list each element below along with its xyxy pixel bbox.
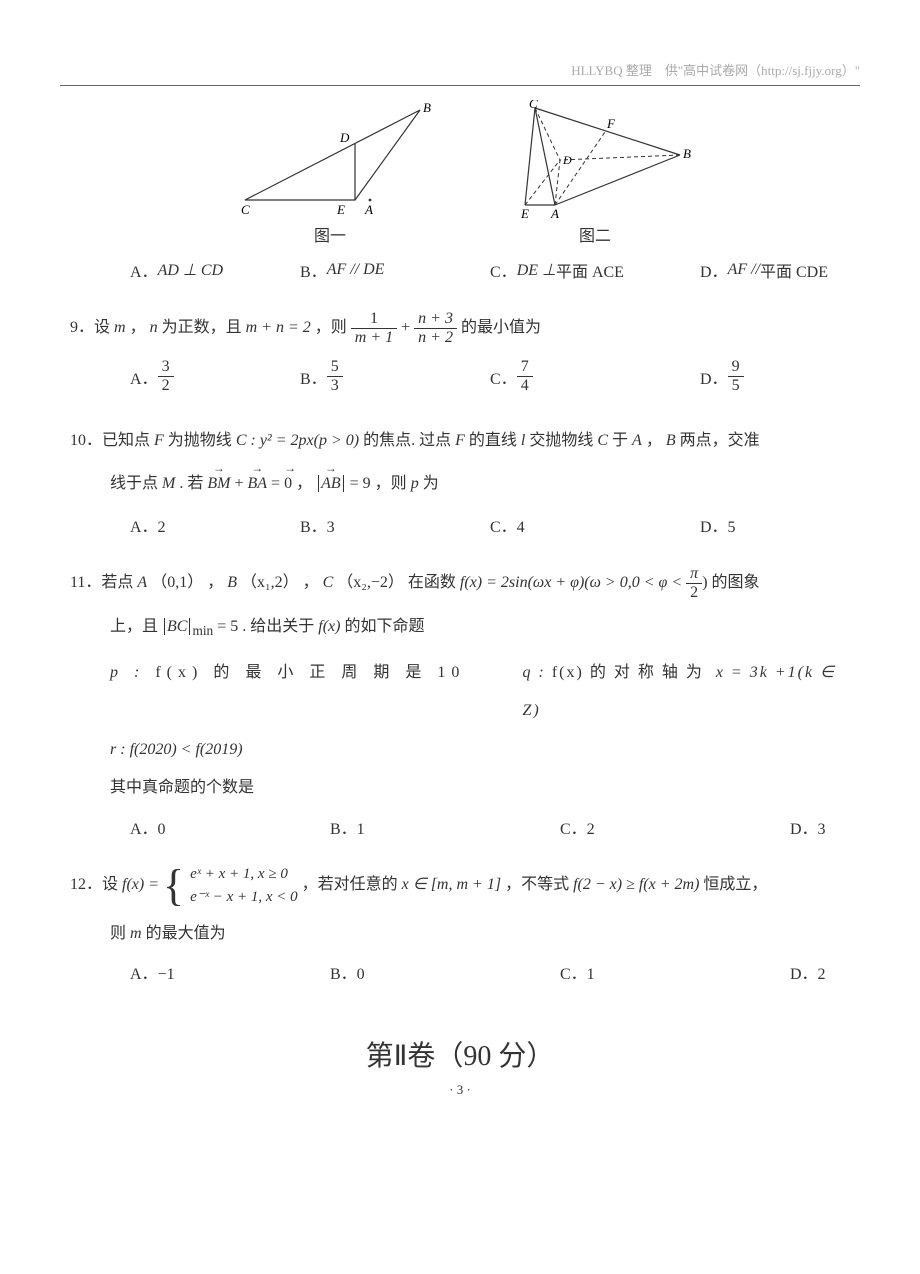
q11-options: A．0 B．1 C．2 D．3	[60, 815, 860, 839]
figure-1-svg: C E A D B	[225, 100, 435, 220]
svg-text:D: D	[339, 130, 350, 145]
q10-line2: 线于点 M . 若 BM + BA = 0 ， AB = 9 ，则 p 为	[60, 466, 860, 501]
q10-opt-b: B．3	[300, 513, 490, 537]
figure-2: E A C B D F 图二	[495, 100, 695, 246]
q9-opt-c: C． 74	[490, 358, 700, 394]
q9-text: 9．设	[70, 319, 110, 336]
q11-line2: 上，且 BCmin = 5 . 给出关于 f(x) 的如下命题	[60, 609, 860, 646]
q12-opt-b: B．0	[330, 960, 560, 984]
svg-text:A: A	[364, 202, 373, 217]
q10-opt-a: A．2	[130, 513, 300, 537]
q11-opt-a: A．0	[130, 815, 330, 839]
svg-text:E: E	[520, 206, 529, 220]
svg-text:C: C	[529, 100, 538, 111]
figure-1: C E A D B 图一	[225, 100, 435, 246]
figure-2-caption: 图二	[495, 222, 695, 246]
figures-row: C E A D B 图一 E A	[60, 100, 860, 246]
q9: 9．设 m ， n 为正数，且 m + n = 2 ，则 1 m + 1 + n…	[60, 310, 860, 346]
q11-opt-b: B．1	[330, 815, 560, 839]
q12-line1: 12．设 f(x) = { eˣ + x + 1, x ≥ 0 e⁻ˣ − x …	[60, 863, 860, 908]
q12-opt-a: A．−1	[130, 960, 330, 984]
q11-r: r : f(2020) < f(2019)	[60, 731, 860, 769]
page-content: C E A D B 图一 E A	[60, 100, 860, 1098]
q11-ask: 其中真命题的个数是	[60, 769, 860, 807]
q11-line1: 11．若点 A （0,1） ， B （x₁,2） ， C （x₂,−2） 在函数…	[60, 565, 860, 601]
q10-opt-c: C．4	[490, 513, 700, 537]
svg-text:D: D	[562, 153, 572, 167]
q11-opt-d: D．3	[790, 815, 860, 839]
q8-opt-c: C．DE ⊥平面 ACE	[490, 258, 700, 282]
q12-line2: 则 m 的最大值为	[60, 916, 860, 951]
q12-opt-c: C．1	[560, 960, 790, 984]
svg-text:F: F	[606, 116, 616, 131]
q11-p: p : f(x) 的 最 小 正 周 期 是 10	[110, 654, 523, 731]
q9-frac1: 1 m + 1	[351, 310, 397, 346]
q12-opt-d: D．2	[790, 960, 860, 984]
q8-opt-d: D．AF //平面 CDE	[700, 258, 860, 282]
q8-opt-b: B．AF // DE	[300, 258, 490, 282]
svg-text:B: B	[683, 146, 691, 161]
svg-text:C: C	[241, 202, 250, 217]
q10-opt-d: D．5	[700, 513, 860, 537]
q8-opt-a: A．AD ⊥ CD	[130, 258, 300, 282]
section-2-title: 第Ⅱ卷（90 分）	[60, 1034, 860, 1074]
header-note: HLLYBQ 整理 供"高中试卷网（http://sj.fjjy.org）"	[571, 60, 860, 79]
svg-text:E: E	[336, 202, 345, 217]
header-rule	[60, 85, 860, 86]
q9-options: A． 32 B． 53 C． 74 D． 95	[60, 358, 860, 394]
svg-text:A: A	[550, 206, 559, 220]
figure-2-svg: E A C B D F	[495, 100, 695, 220]
q9-opt-a: A． 32	[130, 358, 300, 394]
q12-options: A．−1 B．0 C．1 D．2	[60, 960, 860, 984]
svg-text:B: B	[423, 100, 431, 115]
q11-opt-c: C．2	[560, 815, 790, 839]
q12-piecewise: eˣ + x + 1, x ≥ 0 e⁻ˣ − x + 1, x < 0	[190, 863, 298, 908]
page-number: · 3 ·	[60, 1082, 860, 1098]
q11-pq: p : f(x) 的 最 小 正 周 期 是 10 q : f(x) 的 对 称…	[60, 654, 860, 731]
q10-line1: 10．已知点 F 为抛物线 C : y² = 2px(p > 0) 的焦点. 过…	[60, 423, 860, 458]
q9-opt-d: D． 95	[700, 358, 860, 394]
q11-q: q : f(x) 的 对 称 轴 为 x = 3k +1(k ∈ Z)	[523, 654, 861, 731]
q9-opt-b: B． 53	[300, 358, 490, 394]
figure-1-caption: 图一	[225, 222, 435, 246]
q10-options: A．2 B．3 C．4 D．5	[60, 513, 860, 537]
q8-options: A．AD ⊥ CD B．AF // DE C．DE ⊥平面 ACE D．AF /…	[60, 258, 860, 282]
q9-frac2: n + 3 n + 2	[414, 310, 457, 346]
